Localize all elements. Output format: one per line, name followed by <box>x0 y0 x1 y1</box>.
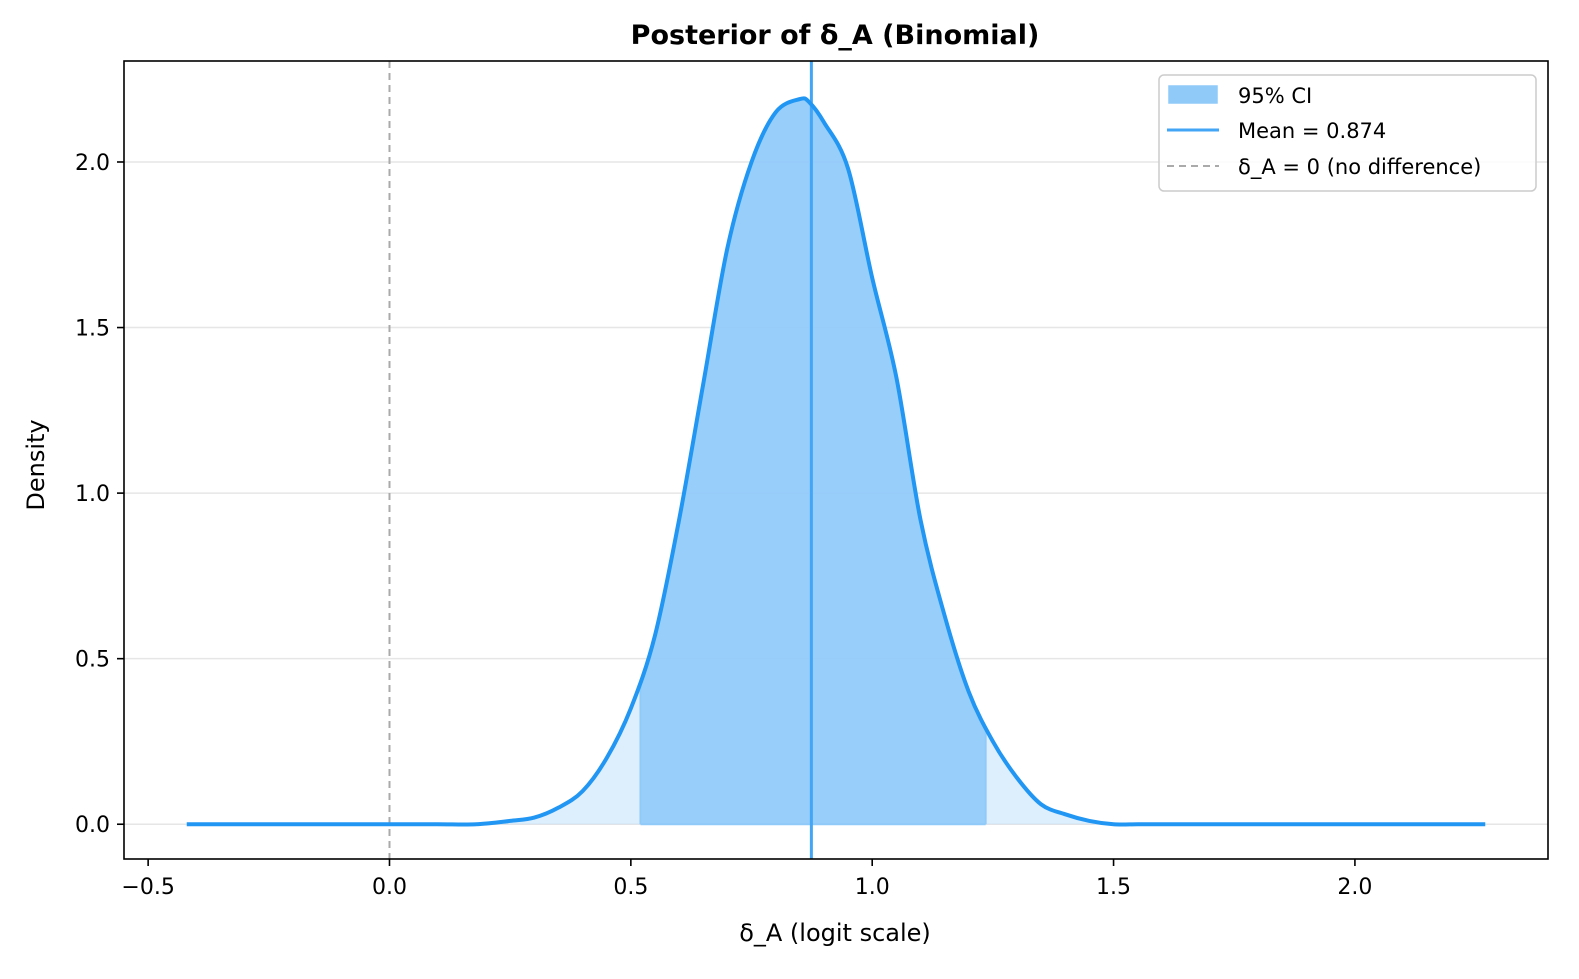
chart-title: Posterior of δ_A (Binomial) <box>631 20 1040 51</box>
density-curve-group <box>186 96 1486 827</box>
y-tick-label-0: 0.0 <box>75 813 110 838</box>
x-axis-label: δ_A (logit scale) <box>739 919 931 947</box>
plot-frame-rect <box>123 60 1549 860</box>
x-tick-label-0: −0.5 <box>121 875 174 900</box>
density-fills <box>186 98 1486 826</box>
x-tick-label-1: 0.0 <box>372 875 407 900</box>
x-tick-label-4: 1.5 <box>1096 875 1131 900</box>
legend-ci-label: 95% CI <box>1238 84 1312 108</box>
legend: 95% CI Mean = 0.874 δ_A = 0 (no difference… <box>1158 74 1537 192</box>
plot-frame <box>123 60 1549 860</box>
x-tick-label-5: 2.0 <box>1337 875 1372 900</box>
legend-mean-label: Mean = 0.874 <box>1238 119 1386 143</box>
legend-ci-swatch <box>1168 85 1218 104</box>
y-tick-label-1: 0.5 <box>75 648 110 673</box>
y-tick-label-2: 1.0 <box>75 482 110 507</box>
y-tick-label-3: 1.5 <box>75 317 110 342</box>
density-curve <box>186 96 1486 827</box>
ci-95-fill <box>640 98 986 825</box>
x-tick-label-2: 0.5 <box>613 875 648 900</box>
y-axis-label: Density <box>22 419 50 510</box>
x-tick-label-3: 1.0 <box>855 875 890 900</box>
reference-lines <box>388 61 813 859</box>
axis-ticks: −0.5 0.0 0.5 1.0 1.5 2.0 0.0 0.5 1.0 1.5 2.0 <box>75 151 1372 900</box>
legend-reference-label: δ_A = 0 (no difference) <box>1238 155 1481 180</box>
legend-box <box>1158 74 1537 192</box>
y-tick-label-4: 2.0 <box>75 151 110 176</box>
